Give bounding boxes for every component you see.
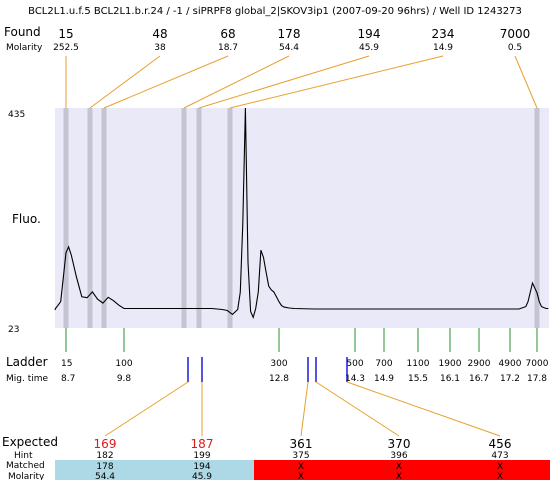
ladder-label: Ladder: [6, 355, 48, 369]
found-size: 15: [58, 27, 73, 41]
found-molarity: 45.9: [359, 43, 379, 53]
ladder-size: 4900: [499, 359, 522, 369]
expected-size: 187: [191, 437, 214, 451]
found-label: Found: [4, 25, 41, 39]
expected-molarity: X: [497, 472, 503, 480]
expected-size: 169: [94, 437, 117, 451]
plot-area: [55, 108, 549, 328]
ladder-size: 500: [346, 359, 363, 369]
expected-size: 456: [489, 437, 512, 451]
matched-strip: [55, 460, 254, 480]
found-molarity: 38: [154, 43, 166, 53]
ladder-size: 700: [375, 359, 392, 369]
found-bands: [63, 108, 540, 328]
expected-molarity: X: [396, 472, 402, 480]
molarity-row-label: Molarity: [8, 472, 45, 480]
expected-hint: 199: [193, 451, 210, 461]
expected-connector: [300, 381, 309, 437]
found-band: [196, 108, 202, 328]
found-band: [87, 108, 93, 328]
expected-size: 361: [290, 437, 313, 451]
ladder-mig-time: 17.8: [527, 374, 547, 384]
ladder-mig-time: 14.3: [345, 374, 365, 384]
chart-title: BCL2L1.u.f.5 BCL2L1.b.r.24 / -1 / siPRPF…: [28, 6, 522, 17]
expected-hint: 375: [292, 451, 309, 461]
unmatched-strip: [254, 460, 550, 480]
found-size: 48: [152, 27, 167, 41]
ladder-mig-time: 16.7: [469, 374, 489, 384]
expected-molarity: 54.4: [95, 472, 115, 480]
expected-hint: 473: [491, 451, 508, 461]
found-size: 68: [220, 27, 235, 41]
mig-time-label: Mig. time: [6, 374, 48, 384]
found-size: 7000: [500, 27, 531, 41]
ladder-mig-time: 16.1: [440, 374, 460, 384]
ladder-mig-time: 12.8: [269, 374, 289, 384]
found-connector: [103, 55, 229, 109]
ladder-size: 7000: [526, 359, 549, 369]
fluorescence-trace: [54, 107, 549, 320]
ladder-size: 1900: [439, 359, 462, 369]
found-molarity: 14.9: [433, 43, 453, 53]
expected-matched: 194: [193, 462, 210, 472]
fluo-axis-label: Fluo.: [12, 212, 41, 226]
found-connector: [89, 55, 161, 109]
found-connector: [198, 55, 370, 109]
ladder-mig-time: 8.7: [61, 374, 75, 384]
ladder-size: 100: [115, 359, 132, 369]
expected-connector: [346, 381, 501, 437]
ladder-size: 2900: [468, 359, 491, 369]
expected-connector: [315, 381, 400, 437]
found-connector: [183, 55, 290, 109]
expected-matched: X: [497, 462, 503, 472]
ladder-size: 1100: [407, 359, 430, 369]
found-size: 178: [278, 27, 301, 41]
found-band: [101, 108, 107, 328]
ladder-mig-time: 15.5: [408, 374, 428, 384]
expected-matched: 178: [96, 462, 113, 472]
expected-connector: [104, 381, 189, 437]
y-top-label: 435: [8, 110, 25, 120]
trace-group: [54, 107, 549, 320]
hint-label: Hint: [14, 451, 33, 461]
ladder-group: 15 8.7 100 9.8 300 12.8 500 14.3 700 14.9 1100 15.5…: [61, 328, 549, 384]
expected-matched: X: [396, 462, 402, 472]
ladder-mig-time: 9.8: [117, 374, 132, 384]
found-band: [227, 108, 233, 328]
molarity-label: Molarity: [6, 43, 43, 53]
expected-label: Expected: [2, 435, 58, 449]
found-molarity: 54.4: [279, 43, 299, 53]
expected-molarity: X: [298, 472, 304, 480]
expected-molarity: 45.9: [192, 472, 212, 480]
found-molarity: 18.7: [218, 43, 238, 53]
ladder-mig-time: 17.2: [500, 374, 520, 384]
matched-label: Matched: [6, 461, 45, 471]
found-band: [181, 108, 187, 328]
found-molarity: 0.5: [508, 43, 522, 53]
expected-hint: 182: [96, 451, 113, 461]
expected-size: 370: [388, 437, 411, 451]
found-connector: [229, 55, 444, 109]
y-bottom-label: 23: [8, 325, 19, 335]
found-annotations: 15 252.5 48 38 68 18.7 178 54.4 194 45.9 234 14.9 70…: [53, 27, 538, 109]
ladder-size: 15: [61, 359, 72, 369]
found-molarity: 252.5: [53, 43, 79, 53]
ladder-size: 300: [270, 359, 287, 369]
expected-hint: 396: [390, 451, 407, 461]
found-connector: [514, 55, 538, 109]
found-size: 194: [358, 27, 381, 41]
found-size: 234: [432, 27, 455, 41]
found-band: [63, 108, 69, 328]
found-band: [534, 108, 540, 328]
ladder-mig-time: 14.9: [374, 374, 394, 384]
expected-matched: X: [298, 462, 304, 472]
